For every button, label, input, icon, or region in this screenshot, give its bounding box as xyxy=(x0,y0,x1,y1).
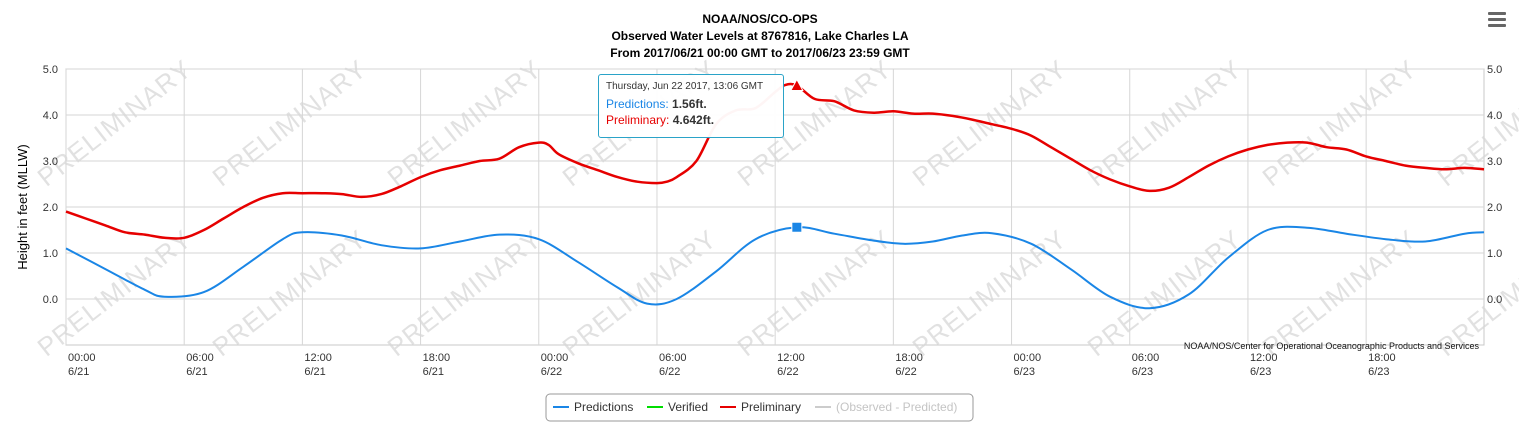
watermark-text: PRELIMINARY xyxy=(557,224,723,363)
x-tick-label-time: 12:00 xyxy=(304,352,332,364)
legend-label-observed-minus-predicted: (Observed - Predicted) xyxy=(836,400,957,414)
menu-bar-top xyxy=(1488,12,1506,15)
x-axis: 00:00 6/21 06:00 6/21 12:00 6/21 18:00 6/21 00:0… xyxy=(68,352,1396,378)
x-tick-label-date: 6/23 xyxy=(1014,366,1035,378)
x-tick-label-time: 00:00 xyxy=(541,352,569,364)
x-tick-label-date: 6/23 xyxy=(1250,366,1271,378)
watermark-text: PRELIMINARY xyxy=(207,54,373,193)
tooltip-predictions-value: 1.56ft. xyxy=(672,97,707,111)
menu-bar-bottom xyxy=(1488,24,1506,27)
x-tick-label-date: 6/21 xyxy=(186,366,207,378)
y-axis-left: 0.0 1.0 2.0 3.0 4.0 5.0 xyxy=(43,64,58,306)
menu-bar-middle xyxy=(1488,18,1506,21)
y-axis-right: 0.0 1.0 2.0 3.0 4.0 5.0 xyxy=(1487,64,1502,306)
series-line-predictions xyxy=(65,225,1485,310)
watermark-text: PRELIMINARY xyxy=(1257,54,1423,193)
tooltip-preliminary-row: Preliminary: 4.642ft. xyxy=(606,112,776,128)
x-tick-label-time: 06:00 xyxy=(186,352,214,364)
y-tick-label-right: 5.0 xyxy=(1487,64,1502,76)
x-tick-label-date: 6/21 xyxy=(423,366,444,378)
tooltip-preliminary-value: 4.642ft. xyxy=(672,113,715,127)
tooltip-date: Thursday, Jun 22 2017, 13:06 GMT xyxy=(606,81,764,92)
chart-credits[interactable]: NOAA/NOS/Center for Operational Oceanogr… xyxy=(1184,341,1480,351)
y-tick-label-left: 4.0 xyxy=(43,110,58,122)
chart-subtitle-station: Observed Water Levels at 8767816, Lake C… xyxy=(611,29,908,43)
legend-box xyxy=(545,393,974,422)
watermark-text: PRELIMINARY xyxy=(32,224,198,363)
predictions-hover-marker xyxy=(791,221,803,233)
legend-item-preliminary[interactable]: Preliminary xyxy=(720,400,801,414)
x-tick-label-time: 06:00 xyxy=(1132,352,1160,364)
hamburger-menu-icon[interactable] xyxy=(1486,12,1508,32)
legend-label-preliminary: Preliminary xyxy=(741,400,801,414)
y-tick-label-right: 1.0 xyxy=(1487,248,1502,260)
x-tick-label-date: 6/22 xyxy=(895,366,916,378)
watermark-text: PRELIMINARY xyxy=(1432,54,1519,193)
y-tick-label-left: 3.0 xyxy=(43,156,58,168)
tooltip-preliminary-label: Preliminary: xyxy=(606,113,670,127)
y-tick-label-right: 4.0 xyxy=(1487,110,1502,122)
x-tick-label-date: 6/22 xyxy=(541,366,562,378)
y-tick-label-left: 0.0 xyxy=(43,294,58,306)
hover-markers xyxy=(789,78,804,233)
watermark-text: PRELIMINARY xyxy=(907,224,1073,363)
chart-titles: NOAA/NOS/CO-OPS Observed Water Levels at… xyxy=(610,12,910,60)
x-tick-label-date: 6/23 xyxy=(1132,366,1153,378)
x-tick-label-time: 18:00 xyxy=(423,352,451,364)
x-tick-label-time: 12:00 xyxy=(777,352,805,364)
legend-item-observed-minus-predicted[interactable]: (Observed - Predicted) xyxy=(815,400,957,414)
chart-subtitle-range: From 2017/06/21 00:00 GMT to 2017/06/23 … xyxy=(610,46,910,60)
legend-label-verified: Verified xyxy=(668,400,708,414)
y-axis-title: Height in feet (MLLW) xyxy=(15,144,30,269)
y-tick-label-right: 0.0 xyxy=(1487,294,1502,306)
legend-item-predictions[interactable]: Predictions xyxy=(553,400,633,414)
chart-title: NOAA/NOS/CO-OPS xyxy=(702,12,817,26)
legend-label-predictions: Predictions xyxy=(574,400,633,414)
tooltip-predictions-row: Predictions: 1.56ft. xyxy=(606,96,776,112)
y-tick-label-left: 5.0 xyxy=(43,64,58,76)
y-tick-label-right: 3.0 xyxy=(1487,156,1502,168)
x-tick-label-time: 18:00 xyxy=(895,352,923,364)
watermark-text: PRELIMINARY xyxy=(382,224,548,363)
watermark-text: PRELIMINARY xyxy=(207,224,373,363)
watermark-text: PRELIMINARY xyxy=(732,224,898,363)
x-tick-label-date: 6/21 xyxy=(68,366,89,378)
x-tick-label-date: 6/23 xyxy=(1368,366,1389,378)
x-tick-label-time: 00:00 xyxy=(1014,352,1042,364)
tooltip-predictions-label: Predictions: xyxy=(606,97,669,111)
x-tick-label-time: 00:00 xyxy=(68,352,96,364)
y-tick-label-left: 1.0 xyxy=(43,248,58,260)
legend-item-verified[interactable]: Verified xyxy=(647,400,708,414)
x-tick-label-date: 6/22 xyxy=(659,366,680,378)
y-tick-label-left: 2.0 xyxy=(43,202,58,214)
x-tick-label-date: 6/22 xyxy=(777,366,798,378)
chart-legend: Predictions Verified Preliminary (Observ… xyxy=(545,393,974,422)
watermark-text: PRELIMINARY xyxy=(1082,54,1248,193)
hover-tooltip: Thursday, Jun 22 2017, 13:06 GMT Predict… xyxy=(598,74,784,138)
x-tick-label-time: 18:00 xyxy=(1368,352,1396,364)
y-tick-label-right: 2.0 xyxy=(1487,202,1502,214)
x-tick-label-time: 06:00 xyxy=(659,352,687,364)
preliminary-hover-marker xyxy=(789,78,804,91)
watermark-text: PRELIMINARY xyxy=(382,54,548,193)
x-tick-label-date: 6/21 xyxy=(304,366,325,378)
x-tick-label-time: 12:00 xyxy=(1250,352,1278,364)
